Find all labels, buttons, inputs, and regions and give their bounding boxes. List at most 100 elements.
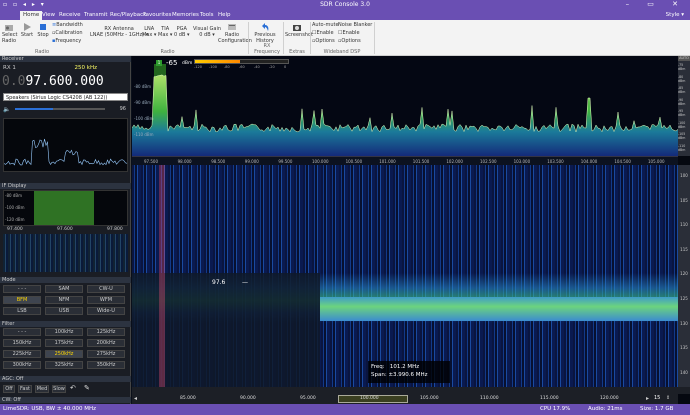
mini-spectrum-plot xyxy=(3,138,128,166)
size-status: Size: 1.7 GB xyxy=(640,406,674,412)
style-menu[interactable]: Style ▾ xyxy=(665,12,684,18)
overview-bar[interactable]: ◂ 85.000 90.000 95.000 100.000 105.000 110.00… xyxy=(132,394,678,404)
menu-rec-playback[interactable]: Rec/Playback xyxy=(110,12,147,18)
agc-slow-button[interactable]: Slow xyxy=(52,385,66,393)
spectrum-display[interactable]: 1 -65 dBm -120 -100 -80 -60 -40 -20 0 -80 dBm -… xyxy=(132,56,678,156)
frequency-tick: 103.000 xyxy=(513,159,531,164)
noise-blanker-enable[interactable]: ☐Enable xyxy=(338,30,360,36)
menu-memories[interactable]: Memories xyxy=(172,12,199,18)
visual-gain-select[interactable]: Visual Gain 0 dB ▾ xyxy=(193,26,222,38)
if-tick: 97.400 xyxy=(7,227,23,232)
spectrum-left-scale-label: -80 dBm xyxy=(134,84,151,89)
frequency-tick: 105.000 xyxy=(648,159,665,164)
spectrum-left-scale-label: -90 dBm xyxy=(134,100,151,105)
scroll-left-icon[interactable]: ◂ xyxy=(134,395,138,402)
frequency-axis[interactable]: 97.500 98.000 98.500 99.000 99.500 100.000 100… xyxy=(132,156,678,165)
waterfall-right-scale[interactable]: 100 105 110 115 120 125 130 135 140 xyxy=(678,165,690,387)
lna-select[interactable]: LNA Max ▾ xyxy=(142,26,157,38)
speaker-select[interactable]: Speakers (Sirius Logic CS4208 (AB 122)) xyxy=(3,93,128,101)
tia-select[interactable]: TIA Max ▾ xyxy=(158,26,173,38)
agc-off-button[interactable]: Off xyxy=(3,385,15,393)
frequency-tick: 103.500 xyxy=(547,159,564,164)
mode-button-3[interactable]: BFM xyxy=(3,296,41,304)
filter-button-7[interactable]: 250kHz xyxy=(45,350,83,358)
scroll-right-icon[interactable]: ▸ xyxy=(646,395,650,402)
zoom-spin-icon[interactable]: ⇕ xyxy=(666,395,671,401)
overview-selection[interactable] xyxy=(338,395,408,403)
zoom-value[interactable]: 15 xyxy=(654,395,661,401)
waterfall-right-scale-label: 120 xyxy=(680,271,688,277)
mode-button-5[interactable]: WFM xyxy=(87,296,125,304)
previous-history-button[interactable]: Previous History xyxy=(250,22,280,44)
mode-button-8[interactable]: Wide-U xyxy=(87,307,125,315)
mode-button-0[interactable]: - - - xyxy=(3,285,41,293)
frequency-button[interactable]: ▪Frequency xyxy=(52,38,82,44)
spectrum-left-scale-label: -100 dBm xyxy=(134,116,154,121)
menu-home[interactable]: Home xyxy=(20,11,43,20)
frequency-display[interactable]: 0.097.600.000 xyxy=(2,74,104,89)
waterfall[interactable]: 97.6 — Freq: 101.2 MHz Span: ±3.990.6 MH… xyxy=(132,165,678,387)
frequency-tick: 100.500 xyxy=(345,159,363,164)
rx-antenna-select[interactable]: RX Antenna LNAE (50MHz - 1GHz) ▾ xyxy=(90,26,149,38)
spectrum-right-scale-label: -105 dBm xyxy=(678,132,686,140)
spectrum-right-scale[interactable]: AUTO -75 dBm -80 dBm -85 dBm -90 dBm -95 dBm… xyxy=(678,56,690,156)
mode-button-6[interactable]: LSB xyxy=(3,307,41,315)
menu-transmit[interactable]: Transmit xyxy=(84,12,108,18)
menu-receive[interactable]: Receive xyxy=(59,12,81,18)
noise-blanker-options[interactable]: ▫Options xyxy=(338,38,361,44)
filter-button-6[interactable]: 225kHz xyxy=(3,350,41,358)
filter-button-3[interactable]: 150kHz xyxy=(3,339,41,347)
menu-view[interactable]: View xyxy=(42,12,56,18)
waterfall-bottom-controls xyxy=(132,387,690,394)
filter-button-11[interactable]: 350kHz xyxy=(87,361,125,369)
filter-button-2[interactable]: 125kHz xyxy=(87,328,125,336)
filter-button-1[interactable]: 100kHz xyxy=(45,328,83,336)
start-button[interactable]: Start xyxy=(20,22,34,38)
mode-button-2[interactable]: CW-U xyxy=(87,285,125,293)
bandwidth-button[interactable]: ≡Bandwidth xyxy=(52,22,83,28)
waterfall-right-scale-label: 140 xyxy=(680,369,688,375)
menu-tools[interactable]: Tools xyxy=(200,12,214,18)
filter-button-5[interactable]: 200kHz xyxy=(87,339,125,347)
waterfall-right-scale-label: 110 xyxy=(680,222,688,228)
auto-mute-options[interactable]: ▫Options xyxy=(312,38,335,44)
settings-icon xyxy=(228,24,236,30)
if-display: -80 dBm -100 dBm -120 dBm xyxy=(3,190,128,226)
pga-select[interactable]: PGA 0 dB ▾ xyxy=(174,26,190,38)
auto-button[interactable]: AUTO xyxy=(678,56,690,61)
volume-slider[interactable] xyxy=(15,108,105,110)
menu-help[interactable]: Help xyxy=(218,12,231,18)
filter-button-8[interactable]: 275kHz xyxy=(87,350,125,358)
radio-configuration-button[interactable]: Radio Configuration xyxy=(218,22,252,44)
screenshot-button[interactable]: Screenshot xyxy=(285,22,313,38)
meter-tick: 0 xyxy=(284,65,287,69)
checkbox-icon: ☐ xyxy=(338,30,343,36)
mode-button-1[interactable]: SAM xyxy=(45,285,83,293)
stop-button[interactable]: Stop xyxy=(36,22,50,38)
select-radio-button[interactable]: Select Radio xyxy=(2,22,17,44)
spectrum-right-scale-label: -90 dBm xyxy=(678,97,686,106)
auto-mute-enable[interactable]: ☐Enable xyxy=(312,30,334,36)
filter-button-9[interactable]: 300kHz xyxy=(3,361,41,369)
peak-unit: dBm xyxy=(182,61,193,66)
mode-button-4[interactable]: NFM xyxy=(45,296,83,304)
mode-button-7[interactable]: USB xyxy=(45,307,83,315)
calibration-button[interactable]: ▫Calibration xyxy=(52,30,83,36)
if-scale-label: -80 dBm xyxy=(5,193,22,198)
agc-fast-button[interactable]: Fast xyxy=(18,385,32,393)
ribbon-separator xyxy=(248,22,249,54)
agc-med-button[interactable]: Med xyxy=(35,385,49,393)
overview-tick: 90.000 xyxy=(240,396,256,401)
menu-favourites[interactable]: Favourites xyxy=(143,12,172,18)
waterfall-right-scale-label: 135 xyxy=(680,345,688,351)
if-scale-label: -120 dBm xyxy=(5,217,25,222)
receiver-marker[interactable]: 1 xyxy=(156,60,162,66)
filter-button-0[interactable]: - - - xyxy=(3,328,41,336)
quick-access-toolbar[interactable]: ▫ ▫ ◂ ▸ ▾ xyxy=(3,1,46,8)
filter-button-4[interactable]: 175kHz xyxy=(45,339,83,347)
meter-tick: -20 xyxy=(269,65,275,69)
filter-button-10[interactable]: 325kHz xyxy=(45,361,83,369)
agc-reset-icon[interactable]: ✎ xyxy=(84,384,90,392)
agc-undo-icon[interactable]: ↶ xyxy=(70,384,76,392)
window-controls[interactable]: – ▭ ✕ xyxy=(625,0,686,8)
